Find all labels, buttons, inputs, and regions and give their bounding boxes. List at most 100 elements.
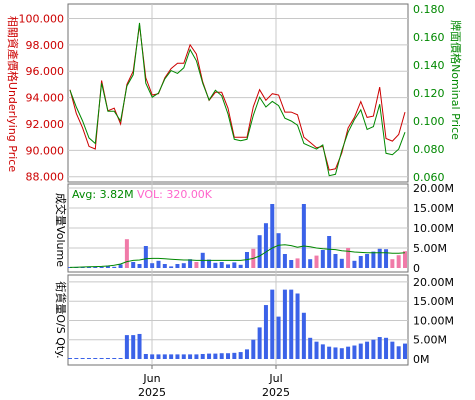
volume-bar xyxy=(162,264,167,268)
os-qty-bar xyxy=(352,345,357,359)
x-year-label-jun: 2025 xyxy=(138,386,166,399)
os-qty-bar xyxy=(238,352,243,359)
price-left-tick-label: 88.000 xyxy=(26,171,65,184)
os-qty-bar xyxy=(396,346,401,359)
os-qty-axis-title: 街貨量O/S Qty. xyxy=(54,281,68,358)
volume-bar xyxy=(105,265,110,268)
price-left-tick-label: 90.000 xyxy=(26,144,65,157)
volume-bar xyxy=(169,266,174,268)
volume-bar xyxy=(308,259,313,268)
x-month-label-jun: Jun xyxy=(142,372,160,385)
os-qty-bar xyxy=(93,358,98,359)
os-qty-bar xyxy=(308,337,313,359)
volume-tick-label: 5.00M xyxy=(413,242,447,255)
volume-bar xyxy=(377,248,382,268)
os-qty-bar xyxy=(282,289,287,359)
os-qty-bar xyxy=(213,353,218,359)
os-qty-bar xyxy=(137,333,142,359)
volume-bar xyxy=(194,262,199,268)
volume-tick-label: 15.00M xyxy=(413,202,454,215)
volume-bar xyxy=(112,266,117,268)
os-qty-tick-label: 20.00M xyxy=(413,276,454,289)
os-qty-bar xyxy=(156,354,161,359)
price-right-tick-label: 0.080 xyxy=(413,143,445,156)
volume-bar xyxy=(295,258,300,268)
volume-bar xyxy=(390,259,395,268)
volume-bar xyxy=(257,235,262,268)
os-qty-bar xyxy=(384,337,389,359)
volume-bar xyxy=(137,264,142,268)
price-right-tick-label: 0.180 xyxy=(413,3,445,16)
price-right-tick-label: 0.160 xyxy=(413,31,445,44)
os-qty-bar xyxy=(232,352,237,359)
nominal-price-line xyxy=(69,22,406,177)
price-lines xyxy=(69,22,406,177)
volume-bar xyxy=(365,254,370,268)
os-qty-bar xyxy=(301,312,306,359)
os-qty-bars xyxy=(68,289,407,359)
os-qty-bar xyxy=(327,346,332,359)
volume-bar xyxy=(403,251,407,268)
os-qty-tick-label: 5.00M xyxy=(413,334,447,347)
volume-bar xyxy=(238,264,243,268)
volume-bar xyxy=(339,258,344,268)
volume-bar xyxy=(181,263,186,268)
os-qty-bar xyxy=(390,341,395,359)
os-qty-bar xyxy=(118,358,123,359)
os-qty-bar xyxy=(99,358,104,359)
volume-bar xyxy=(282,254,287,268)
volume-tick-label: 10.00M xyxy=(413,222,454,235)
volume-bar xyxy=(301,204,306,268)
os-qty-bar xyxy=(358,343,363,359)
volume-bar xyxy=(99,266,104,268)
os-qty-bar xyxy=(371,339,376,359)
volume-bars xyxy=(68,204,407,268)
nominal-price-axis-title: 牌面價格Nominal Price xyxy=(449,20,463,140)
os-qty-bar xyxy=(181,354,186,359)
price-left-tick-label: 96.000 xyxy=(26,65,65,78)
volume-axis-title: 成交量Volume xyxy=(54,193,68,267)
os-qty-bar xyxy=(105,358,110,359)
volume-bar xyxy=(276,233,281,268)
os-qty-tick-label: 0M xyxy=(413,353,430,366)
volume-bar xyxy=(68,267,72,268)
volume-bar xyxy=(156,260,161,268)
os-qty-bar xyxy=(68,358,72,359)
os-qty-bar xyxy=(295,293,300,359)
os-qty-bar xyxy=(251,339,256,359)
price-panel-frame xyxy=(67,3,409,183)
volume-bar xyxy=(86,267,91,268)
volume-bar xyxy=(314,255,319,268)
volume-bar xyxy=(219,262,224,268)
os-qty-bar xyxy=(226,353,231,359)
os-qty-bar xyxy=(339,348,344,359)
os-qty-bar xyxy=(365,341,370,359)
os-qty-bar xyxy=(320,344,325,359)
volume-bar xyxy=(226,264,231,268)
volume-bar xyxy=(327,236,332,268)
volume-bar xyxy=(131,262,136,268)
os-qty-bar xyxy=(314,341,319,359)
os-qty-bar xyxy=(74,358,79,359)
current-volume-label: VOL: 320.00K xyxy=(137,188,213,201)
os-qty-bar xyxy=(244,349,249,359)
volume-bar xyxy=(80,267,85,268)
os-qty-tick-label: 10.00M xyxy=(413,314,454,327)
price-left-tick-label: 98.000 xyxy=(26,39,65,52)
os-qty-bar xyxy=(150,354,155,359)
volume-average-line xyxy=(69,244,406,268)
os-qty-bar xyxy=(143,353,148,359)
volume-bar xyxy=(175,264,180,268)
os-qty-bar xyxy=(289,289,294,359)
volume-bar xyxy=(188,259,193,268)
volume-bar xyxy=(150,263,155,268)
os-qty-bar xyxy=(270,289,275,359)
price-right-tick-label: 0.060 xyxy=(413,171,445,184)
price-left-tick-label: 92.000 xyxy=(26,118,65,131)
tick-labels: 88.000 90.000 92.000 94.000 96.000 98.000 100.… xyxy=(19,3,454,366)
os-qty-bar xyxy=(194,354,199,359)
volume-bar xyxy=(93,267,98,268)
os-qty-bar xyxy=(346,346,351,359)
volume-bar xyxy=(289,260,294,268)
